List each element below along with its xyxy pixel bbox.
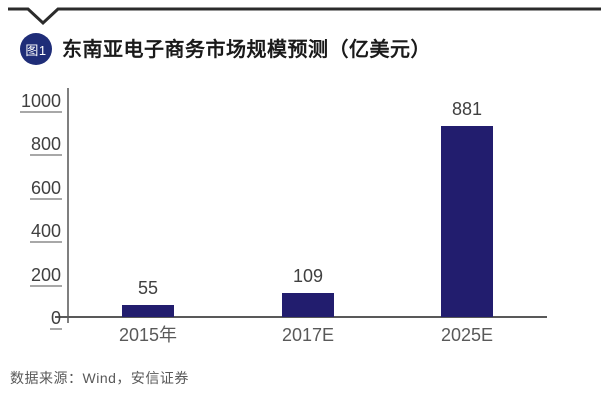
x-axis-line	[55, 316, 547, 318]
y-axis-line	[67, 88, 69, 323]
y-tick-label: 1000	[0, 91, 62, 113]
x-tick-label: 2017E	[281, 325, 335, 345]
source-note: 数据来源：Wind，安信证券	[10, 370, 189, 386]
x-tick-label: 2025E	[440, 325, 494, 345]
y-tick-value: 400	[29, 221, 62, 244]
bar-2025E	[441, 126, 493, 317]
x-tick-label: 2015年	[118, 325, 178, 345]
y-tick-value: 800	[29, 134, 62, 157]
bar-2015年	[122, 305, 174, 317]
figure-title: 东南亚电子商务市场规模预测（亿美元）	[62, 39, 431, 61]
y-tick-value: 1000	[19, 91, 62, 113]
y-tick-value: 600	[29, 177, 62, 200]
bar-value-label: 109	[292, 266, 324, 286]
bar-value-label: 55	[137, 278, 159, 298]
bar-value-label: 881	[451, 99, 483, 119]
y-tick-value: 0	[49, 308, 62, 330]
figure-badge-label: 图1	[25, 42, 47, 58]
top-rule-decoration	[8, 7, 601, 26]
figure-badge: 图1	[20, 33, 52, 65]
bar-2017E	[282, 293, 334, 317]
y-tick-value: 200	[29, 264, 62, 287]
y-tick-label: 400	[0, 221, 62, 244]
y-tick-label: 0	[0, 308, 62, 330]
y-tick-label: 800	[0, 134, 62, 157]
y-tick-label: 200	[0, 265, 62, 287]
y-tick-label: 600	[0, 178, 62, 200]
